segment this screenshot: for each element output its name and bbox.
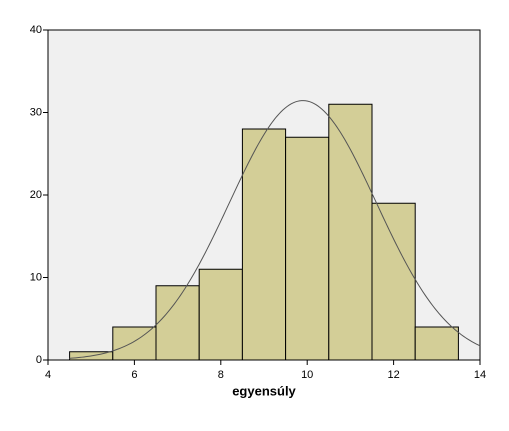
x-tick-label: 8 (218, 369, 224, 381)
x-tick-label: 12 (387, 369, 399, 381)
bar (112, 326, 157, 361)
x-axis-label: egyensúly (232, 383, 296, 398)
x-tick-label: 6 (131, 369, 137, 381)
x-tick-label: 4 (45, 369, 51, 381)
normal-curve (69, 100, 481, 359)
y-tick-label: 40 (30, 24, 42, 36)
bar (241, 128, 287, 361)
bar (414, 326, 459, 361)
y-tick-label: 0 (36, 354, 42, 366)
bar (285, 136, 330, 361)
y-tick-label: 10 (30, 271, 42, 283)
bar (198, 268, 243, 361)
y-tick-label: 30 (30, 106, 42, 118)
x-tick-label: 10 (301, 369, 313, 381)
x-tick-label: 14 (474, 369, 486, 381)
bar (328, 103, 373, 361)
y-tick-label: 20 (30, 189, 42, 201)
bar (371, 202, 416, 361)
bar (155, 285, 200, 361)
